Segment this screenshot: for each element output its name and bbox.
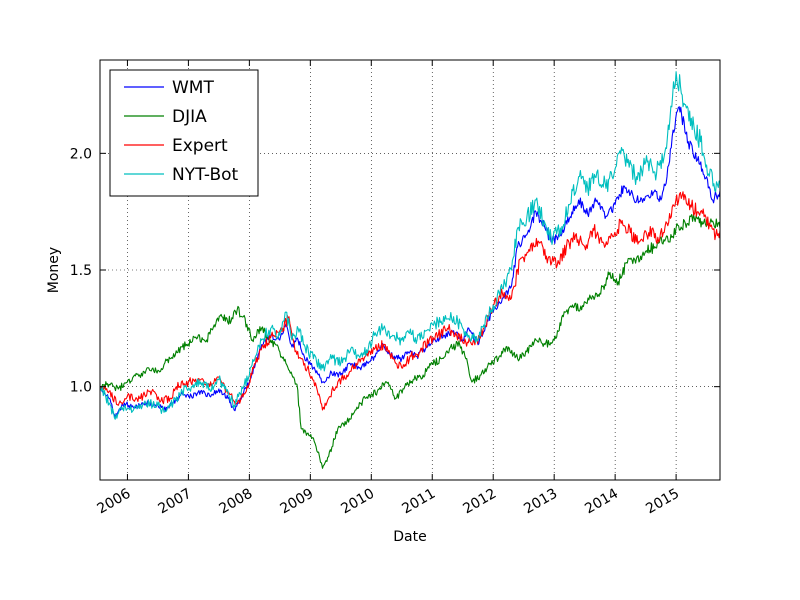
legend-box	[109, 69, 259, 197]
x-tick-label: 2013	[521, 486, 560, 518]
x-tick-label: 2012	[460, 486, 499, 518]
legend-label: Expert	[172, 136, 228, 156]
y-tick-label: 2.0	[70, 146, 92, 162]
y-tick-label: 1.5	[70, 263, 92, 279]
x-tick-label: 2015	[643, 486, 682, 518]
y-tick-label: 1.0	[70, 380, 92, 396]
series-line-djia	[99, 213, 721, 469]
x-tick-label: 2014	[582, 486, 621, 518]
x-tick-label: 2010	[338, 486, 377, 518]
series-line-nyt-bot	[99, 71, 721, 420]
series-line-wmt	[99, 106, 721, 418]
legend-label: DJIA	[172, 107, 207, 127]
x-tick-label: 2006	[95, 486, 134, 518]
legend-label: WMT	[172, 78, 214, 98]
x-tick-label: 2009	[277, 486, 316, 518]
series-line-expert	[99, 191, 721, 411]
x-axis-label: Date	[393, 529, 426, 545]
x-tick-label: 2011	[399, 486, 438, 518]
x-tick-label: 2008	[216, 486, 255, 518]
x-tick-label: 2007	[156, 486, 195, 518]
legend-label: NYT-Bot	[172, 165, 239, 185]
y-axis-label: Money	[46, 247, 62, 293]
